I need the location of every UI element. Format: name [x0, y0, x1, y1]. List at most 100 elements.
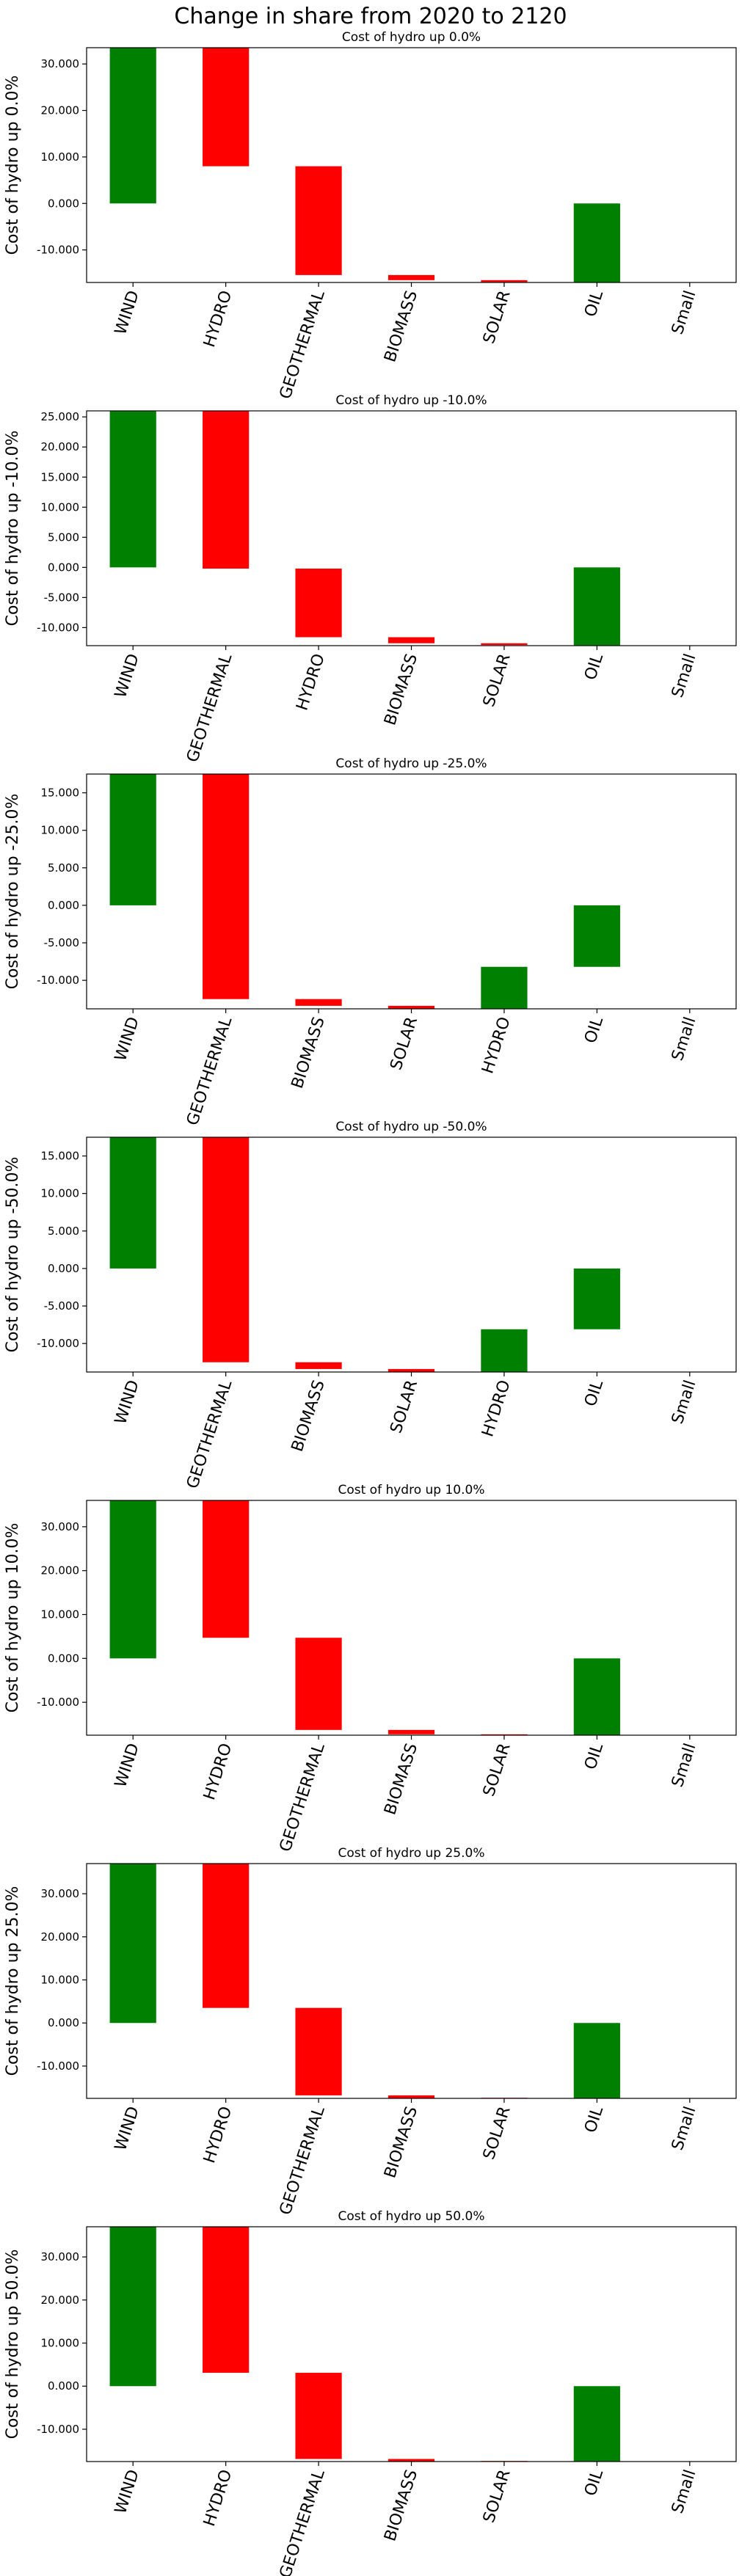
y-tick-label: 30.000 [41, 1887, 80, 1900]
y-tick-label: 0.000 [48, 1652, 79, 1665]
x-tick-label: WIND [112, 1741, 143, 1789]
y-tick-label: 0.000 [48, 561, 79, 574]
bar-geothermal [295, 2373, 342, 2459]
bar-wind [109, 48, 156, 204]
bar-biomass [388, 2459, 435, 2462]
bar-solar [388, 1005, 435, 1009]
bar-hydro [203, 1864, 250, 2008]
y-axis-label: Cost of hydro up 0.0% [4, 76, 22, 255]
y-tick-label: -10.000 [37, 2423, 79, 2436]
y-tick-label: -10.000 [37, 1696, 79, 1709]
x-tick-label: GEOTHERMAL [183, 1014, 236, 1128]
panel-title: Cost of hydro up 50.0% [338, 2209, 484, 2224]
chart-panel: Cost of hydro up 10.0% Cost of hydro up 1… [4, 1483, 737, 1854]
bar-solar [388, 1368, 435, 1372]
chart-panel: Cost of hydro up 50.0% Cost of hydro up 5… [4, 2209, 737, 2576]
bar-biomass [388, 637, 435, 643]
x-tick-label: SOLAR [387, 1378, 421, 1435]
figure-suptitle: Change in share from 2020 to 2120 [174, 4, 567, 29]
bar-geothermal [203, 411, 250, 569]
x-tick-label: Small [669, 288, 700, 337]
y-axis-label: Cost of hydro up -10.0% [4, 431, 22, 627]
x-tick-label: SOLAR [387, 1015, 421, 1072]
panel-title: Cost of hydro up 25.0% [338, 1846, 484, 1861]
y-tick-label: 20.000 [41, 2294, 80, 2307]
panel-title: Cost of hydro up 0.0% [342, 30, 481, 45]
bar-oil [573, 2023, 620, 2098]
bar-geothermal [203, 774, 250, 999]
y-tick-label: 10.000 [41, 824, 80, 837]
y-tick-label: 25.000 [41, 410, 80, 423]
x-tick-label: BIOMASS [381, 652, 421, 728]
chart-panel: Cost of hydro up 0.0% Cost of hydro up 0.… [4, 30, 737, 401]
bar-geothermal [203, 1137, 250, 1362]
x-tick-label: HYDRO [479, 1378, 514, 1439]
plot-frame [86, 47, 737, 283]
bar-biomass [295, 999, 342, 1006]
y-tick-label: 20.000 [41, 1930, 80, 1944]
x-tick-label: WIND [112, 652, 143, 700]
y-tick-label: 10.000 [41, 2337, 80, 2350]
panel-title: Cost of hydro up -50.0% [335, 1120, 487, 1134]
bar-oil [573, 203, 620, 282]
x-tick-label: HYDRO [200, 1741, 236, 1802]
y-tick-label: -5.000 [44, 591, 79, 604]
y-tick-label: 30.000 [41, 57, 80, 70]
x-tick-label: GEOTHERMAL [276, 1740, 329, 1854]
chart-panel: Cost of hydro up 25.0% Cost of hydro up 2… [4, 1846, 737, 2217]
bar-solar [481, 643, 528, 646]
x-tick-label: Small [669, 1741, 700, 1789]
x-tick-label: BIOMASS [381, 288, 421, 365]
y-tick-label: 0.000 [48, 899, 79, 912]
x-tick-label: HYDRO [200, 2467, 236, 2528]
x-tick-label: OIL [581, 2467, 607, 2498]
x-tick-label: Small [669, 2104, 700, 2153]
y-tick-label: 15.000 [41, 787, 80, 800]
bar-geothermal [295, 166, 342, 275]
y-tick-label: 30.000 [41, 1520, 80, 1533]
x-tick-label: WIND [112, 2467, 143, 2516]
y-tick-label: 15.000 [41, 1150, 80, 1163]
y-tick-label: -10.000 [37, 1337, 79, 1350]
x-tick-label: WIND [112, 1378, 143, 1426]
bar-hydro [481, 966, 528, 1009]
bar-wind [109, 1137, 156, 1269]
y-tick-label: 5.000 [48, 861, 79, 875]
panel-title: Cost of hydro up -25.0% [335, 756, 487, 771]
x-tick-label: Small [669, 1015, 700, 1063]
x-tick-label: BIOMASS [381, 1741, 421, 1817]
y-tick-label: -10.000 [37, 974, 79, 987]
bar-oil [573, 567, 620, 646]
x-tick-label: OIL [581, 288, 607, 319]
x-tick-label: SOLAR [480, 2104, 514, 2161]
bar-geothermal [295, 2007, 342, 2095]
x-tick-label: WIND [112, 1015, 143, 1063]
x-tick-label: OIL [581, 2104, 607, 2135]
bar-biomass [388, 2095, 435, 2098]
x-tick-label: WIND [112, 288, 143, 337]
y-axis-label: Cost of hydro up -25.0% [4, 794, 22, 990]
y-tick-label: 10.000 [41, 500, 80, 514]
x-tick-label: BIOMASS [288, 1015, 329, 1091]
bar-hydro [203, 48, 250, 167]
x-tick-label: GEOTHERMAL [276, 2104, 329, 2217]
panel-title: Cost of hydro up 10.0% [338, 1483, 484, 1497]
bar-wind [109, 2227, 156, 2387]
y-tick-label: 20.000 [41, 104, 80, 117]
y-tick-label: 0.000 [48, 1262, 79, 1275]
x-tick-label: Small [669, 2467, 700, 2516]
bar-wind [109, 411, 156, 568]
bar-solar [481, 280, 528, 282]
plot-frame [86, 1500, 737, 1736]
y-axis-label: Cost of hydro up 10.0% [4, 1523, 22, 1713]
y-tick-label: -10.000 [37, 244, 79, 257]
y-tick-label: 30.000 [41, 2250, 80, 2263]
y-tick-label: -10.000 [37, 2059, 79, 2073]
bar-biomass [295, 1362, 342, 1369]
y-tick-label: 0.000 [48, 2016, 79, 2029]
y-tick-label: 10.000 [41, 1974, 80, 1987]
bar-geothermal [295, 1638, 342, 1730]
x-tick-label: HYDRO [479, 1015, 514, 1076]
bar-oil [573, 1658, 620, 1735]
